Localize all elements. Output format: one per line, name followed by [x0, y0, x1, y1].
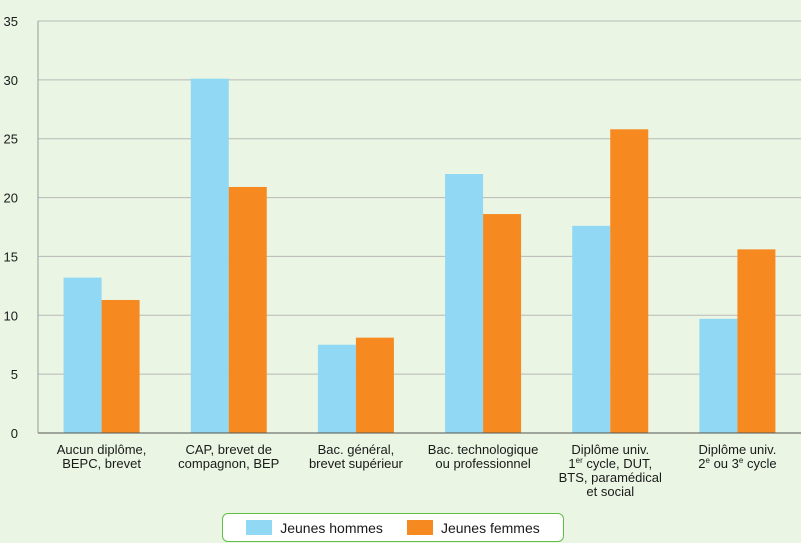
x-category-label-part: ou professionnel: [435, 456, 531, 471]
y-tick-label: 5: [11, 367, 18, 382]
x-category-label-line: Aucun diplôme,: [57, 442, 147, 457]
x-category-label-part: e: [739, 456, 744, 465]
y-tick-label: 35: [4, 14, 18, 29]
legend-swatch-men: [246, 520, 273, 535]
x-category-label-part: 2: [698, 456, 705, 471]
bar-jeunes-hommes: [572, 225, 611, 433]
x-category-label-part: BTS, paramédical: [559, 470, 662, 485]
x-category-label-part: Bac. général,: [318, 442, 395, 457]
x-category-label-part: ou 3: [710, 456, 739, 471]
x-category-label-part: 1: [568, 456, 575, 471]
bar-jeunes-hommes: [699, 318, 738, 433]
bars: [63, 78, 776, 434]
y-tick-label: 10: [4, 308, 18, 323]
x-category-label-part: er: [576, 456, 583, 465]
x-category-label-part: Diplôme univ.: [571, 442, 649, 457]
bar-jeunes-femmes: [101, 299, 140, 433]
x-category-label: Diplôme univ.2e ou 3e cycle: [698, 442, 776, 471]
bar-jeunes-femmes: [610, 129, 649, 433]
legend-item-women: Jeunes femmes: [406, 519, 540, 536]
x-category-label: Diplôme univ.1er cycle, DUT,BTS, paraméd…: [559, 442, 662, 499]
legend-label-women: Jeunes femmes: [440, 519, 540, 536]
y-tick-label: 15: [4, 249, 18, 264]
x-category-label-part: cycle, DUT,: [583, 456, 652, 471]
y-tick-label: 25: [4, 132, 18, 147]
x-category-label-line: CAP, brevet de: [186, 442, 272, 457]
x-category-label-part: e: [706, 456, 711, 465]
y-tick-label: 20: [4, 191, 18, 206]
bar-jeunes-femmes: [737, 249, 776, 433]
bar-jeunes-femmes: [483, 214, 522, 433]
y-tick-label: 0: [11, 426, 18, 441]
bar-jeunes-hommes: [190, 78, 229, 434]
x-category-label-line: BEPC, brevet: [62, 456, 141, 471]
x-category-label-line: compagnon, BEP: [178, 456, 279, 471]
x-category-label-part: BEPC, brevet: [62, 456, 141, 471]
x-category-label-part: et social: [586, 484, 634, 499]
bar-jeunes-hommes: [63, 277, 102, 433]
x-category-label-part: cycle: [743, 456, 776, 471]
x-category-label-line: et social: [586, 484, 634, 499]
x-category-label-part: Aucun diplôme,: [57, 442, 147, 457]
x-category-label-line: BTS, paramédical: [559, 470, 662, 485]
x-category-label-line: ou professionnel: [435, 456, 531, 471]
x-category-label-part: Diplôme univ.: [699, 442, 777, 457]
legend-swatch-women: [406, 520, 433, 535]
x-category-label-line: brevet supérieur: [309, 456, 404, 471]
gridlines: [38, 20, 801, 375]
x-category-label-line: Bac. général,: [318, 442, 395, 457]
legend-item-men: Jeunes hommes: [246, 520, 383, 536]
bar-jeunes-femmes: [355, 337, 394, 433]
x-category-label-part: brevet supérieur: [309, 456, 404, 471]
x-category-label-line: Diplôme univ.: [571, 442, 649, 457]
bar-jeunes-hommes: [317, 344, 356, 433]
x-category-label: Aucun diplôme,BEPC, brevet: [57, 442, 147, 471]
y-tick-label: 30: [4, 73, 18, 88]
legend-label-men: Jeunes hommes: [280, 519, 383, 536]
x-category-label: Bac. général,brevet supérieur: [309, 442, 404, 471]
bar-jeunes-hommes: [445, 174, 484, 433]
x-category-label-line: 2e ou 3e cycle: [698, 456, 776, 471]
bar-jeunes-femmes: [228, 186, 267, 433]
x-category-label-part: CAP, brevet de: [186, 442, 272, 457]
x-axis: [37, 21, 801, 434]
x-axis-labels: Aucun diplôme,BEPC, brevet CAP, brevet de…: [57, 442, 777, 499]
x-category-label-line: Bac. technologique: [428, 442, 539, 457]
x-category-label-part: Bac. technologique: [428, 442, 539, 457]
x-category-label-part: compagnon, BEP: [178, 456, 279, 471]
x-category-label-line: Diplôme univ.: [699, 442, 777, 457]
legend: Jeunes hommes Jeunes femmes: [222, 513, 564, 542]
y-axis-ticks: 0 5 10 15 20 25 30 35: [4, 14, 18, 441]
x-category-label-line: 1er cycle, DUT,: [568, 456, 652, 471]
